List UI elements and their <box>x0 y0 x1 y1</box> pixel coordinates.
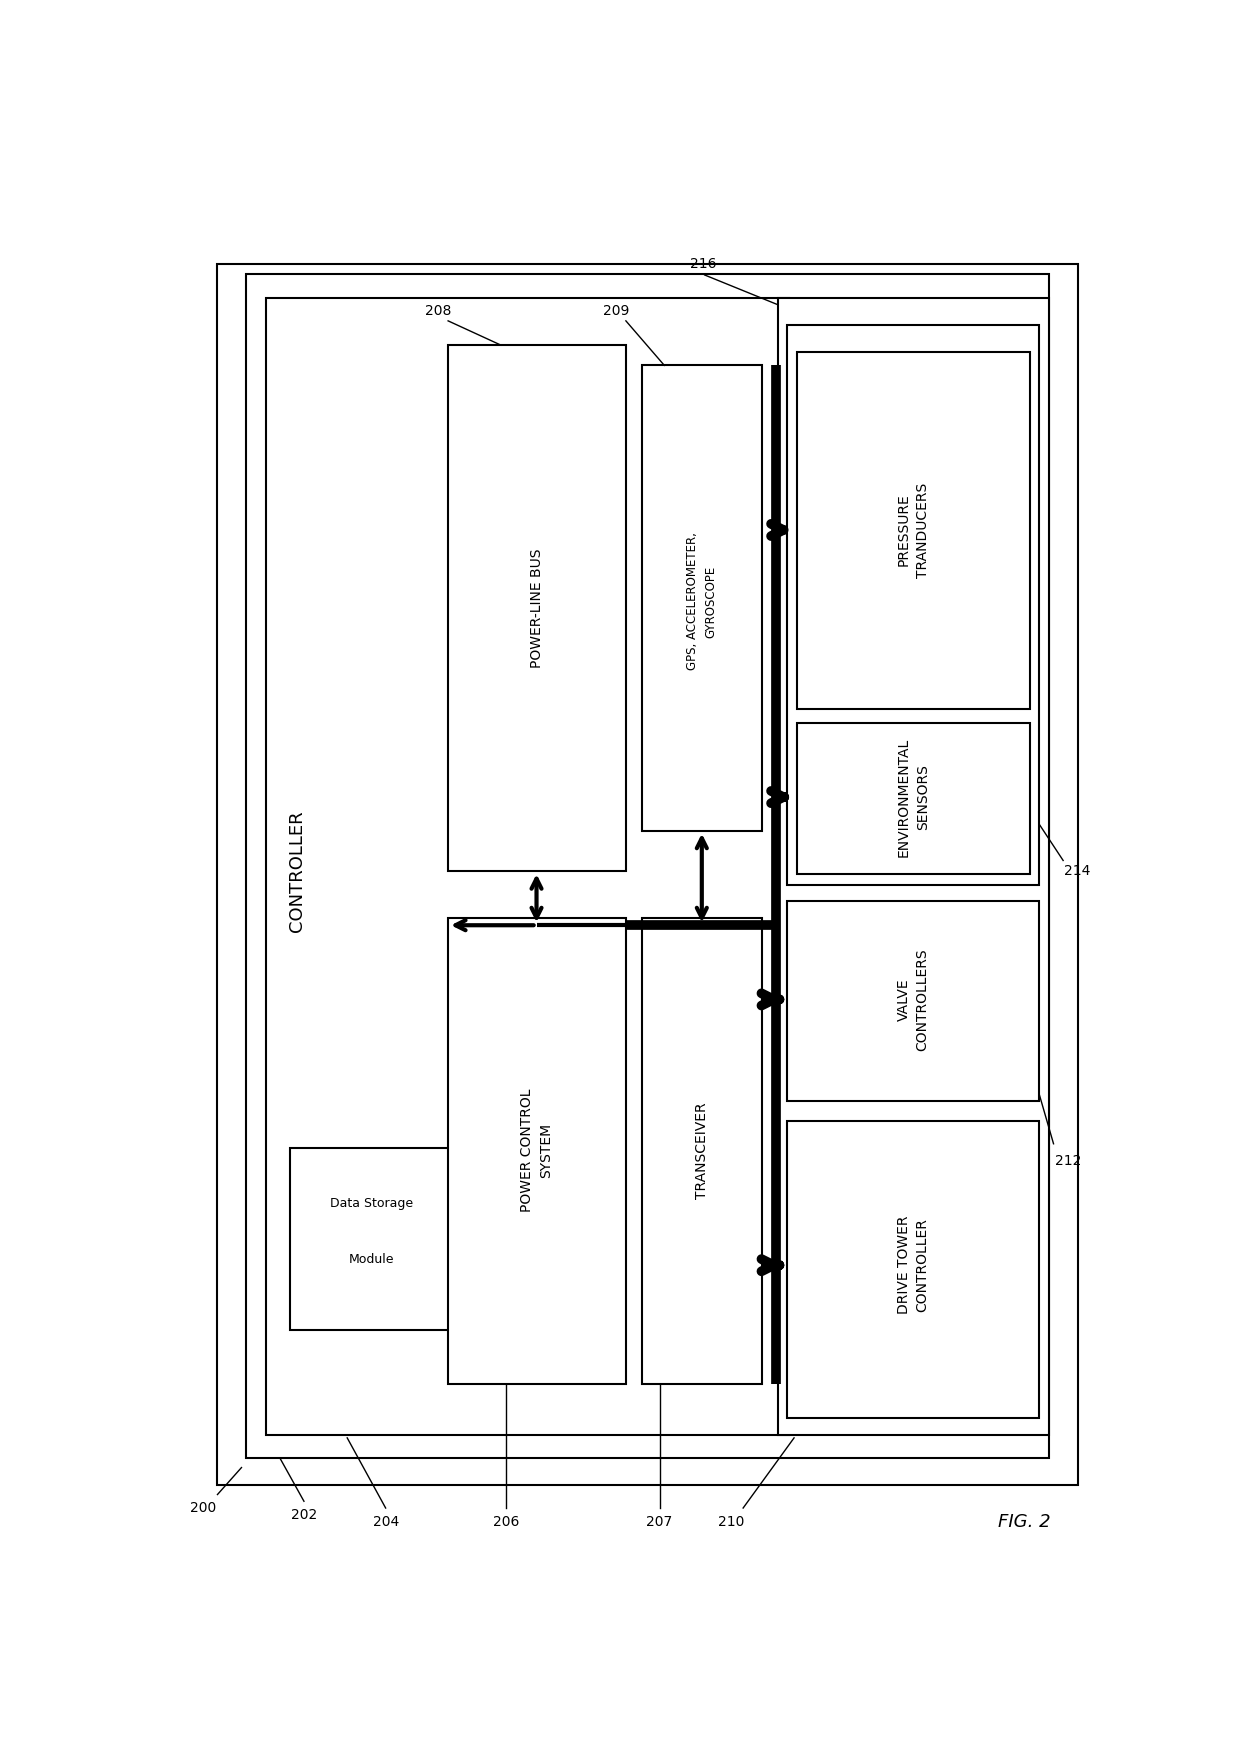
Text: 212: 212 <box>1055 1155 1081 1169</box>
Bar <box>777 298 1049 1435</box>
Text: POWER CONTROL: POWER CONTROL <box>520 1088 534 1212</box>
Bar <box>247 273 1049 1458</box>
Text: 207: 207 <box>646 1514 672 1528</box>
Bar <box>797 724 1029 874</box>
Text: POWER-LINE BUS: POWER-LINE BUS <box>529 548 543 668</box>
Text: TRANSCEIVER: TRANSCEIVER <box>694 1102 709 1198</box>
Bar <box>642 918 763 1384</box>
Text: SENSORS: SENSORS <box>915 764 930 830</box>
Text: 216: 216 <box>689 258 715 272</box>
Text: 202: 202 <box>291 1508 317 1522</box>
Text: VALVE: VALVE <box>897 978 911 1021</box>
Text: GPS, ACCELEROMETER,: GPS, ACCELEROMETER, <box>686 533 699 671</box>
Bar <box>787 324 1039 885</box>
Text: 208: 208 <box>425 305 451 319</box>
Text: 209: 209 <box>603 305 630 319</box>
Bar <box>642 366 763 830</box>
Text: ENVIRONMENTAL: ENVIRONMENTAL <box>897 738 911 857</box>
Text: 204: 204 <box>372 1514 399 1528</box>
Text: 210: 210 <box>718 1514 745 1528</box>
Bar <box>265 298 789 1435</box>
Text: 200: 200 <box>190 1501 216 1515</box>
Text: Module: Module <box>348 1253 394 1267</box>
Text: 214: 214 <box>1064 864 1091 878</box>
Bar <box>787 901 1039 1100</box>
Text: DRIVE TOWER: DRIVE TOWER <box>897 1216 911 1314</box>
Bar <box>290 1148 453 1330</box>
Bar <box>217 265 1078 1486</box>
Text: CONTROLLERS: CONTROLLERS <box>915 948 930 1051</box>
Text: CONTROLLER: CONTROLLER <box>288 811 306 932</box>
Bar <box>448 345 626 871</box>
Text: Data Storage: Data Storage <box>330 1197 413 1209</box>
Text: CONTROLLER: CONTROLLER <box>915 1218 930 1312</box>
Text: GYROSCOPE: GYROSCOPE <box>704 566 718 638</box>
Text: PRESSURE: PRESSURE <box>897 494 911 566</box>
Text: SYSTEM: SYSTEM <box>539 1123 553 1177</box>
Bar <box>448 918 626 1384</box>
Text: FIG. 2: FIG. 2 <box>998 1512 1052 1531</box>
Bar <box>797 352 1029 710</box>
Bar <box>787 1121 1039 1417</box>
Text: 206: 206 <box>492 1514 520 1528</box>
Text: TRANDUCERS: TRANDUCERS <box>915 482 930 578</box>
